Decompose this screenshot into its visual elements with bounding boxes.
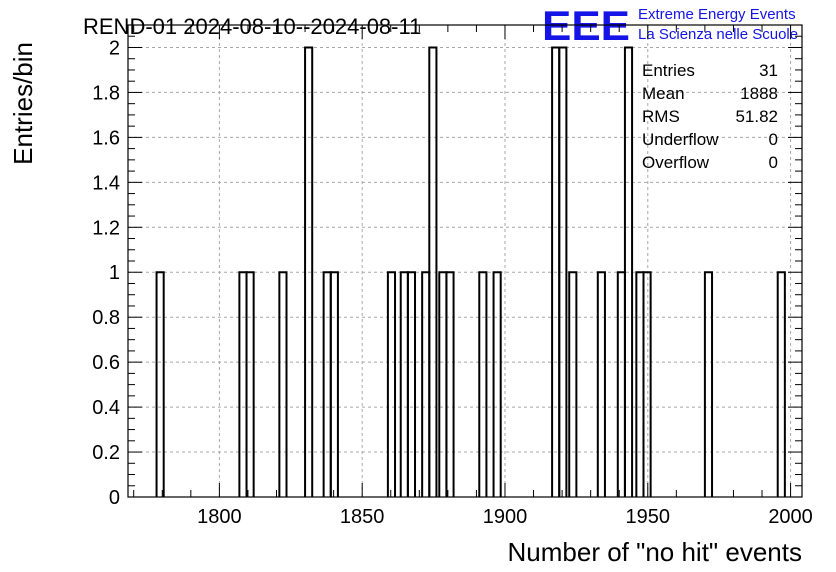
stat-value-underflow: 0: [769, 130, 778, 149]
stat-row-entries: Entries 31: [642, 61, 778, 80]
histogram-bar: [386, 271, 397, 497]
stat-row-underflow: Underflow 0: [642, 130, 778, 149]
histogram-bar: [703, 271, 714, 497]
logo-line-2: La Scienza nelle Scuole: [638, 26, 798, 43]
stat-value-rms: 51.82: [735, 107, 778, 126]
stat-label-mean: Mean: [642, 84, 685, 103]
histogram-bar: [616, 271, 626, 497]
y-tick-label: 0.8: [92, 307, 120, 329]
plot-border: [127, 24, 803, 498]
stat-label-overflow: Overflow: [642, 153, 710, 172]
plot-frame: [127, 24, 803, 498]
histogram-bar: [238, 271, 248, 497]
x-tick-label: 1800: [197, 506, 242, 528]
histogram-bar: [421, 271, 431, 497]
histogram-bar: [329, 271, 339, 497]
histogram-bar: [558, 46, 568, 497]
histogram-bar: [278, 271, 288, 497]
x-axis-title: Number of "no hit" events: [508, 537, 803, 567]
stat-value-mean: 1888: [740, 84, 778, 103]
histogram-bar: [478, 271, 488, 497]
histogram-bar: [438, 271, 448, 497]
y-tick-label: 2: [109, 37, 120, 59]
stats-box: Entries 31 Mean 1888 RMS 51.82 Underflow…: [642, 61, 778, 172]
stat-row-overflow: Overflow 0: [642, 153, 778, 172]
y-tick-label: 0: [109, 487, 120, 509]
histogram-bar: [492, 271, 502, 497]
histogram-bar: [322, 271, 332, 497]
histogram-bar: [155, 271, 165, 497]
grid: [128, 25, 802, 497]
y-tick-label: 0.4: [92, 397, 120, 419]
x-tick-labels: 1800 1850 1900 1950 2000: [197, 506, 813, 528]
histogram-bar: [642, 271, 652, 497]
stat-value-overflow: 0: [769, 153, 778, 172]
x-tick-label: 1850: [340, 506, 385, 528]
y-tick-label: 1.4: [92, 172, 120, 194]
stat-label-rms: RMS: [642, 107, 680, 126]
y-tick-label: 1.6: [92, 127, 120, 149]
y-tick-label: 1.2: [92, 217, 120, 239]
y-tick-labels: 0 0.2 0.4 0.6 0.8 1 1.2 1.4 1.6 1.8 2: [92, 37, 120, 509]
histogram-bar: [635, 271, 645, 497]
histogram-bar: [406, 271, 417, 497]
x-tick-label: 1900: [483, 506, 528, 528]
logo-line-1: Extreme Energy Events: [638, 6, 796, 23]
stat-label-underflow: Underflow: [642, 130, 719, 149]
axis-ticks: [128, 24, 802, 498]
histogram-bar: [623, 46, 634, 497]
y-tick-label: 0.6: [92, 352, 120, 374]
histogram-bar: [776, 271, 786, 497]
x-tick-label: 2000: [768, 506, 813, 528]
histogram-bar: [428, 46, 438, 497]
histogram-bars: [155, 46, 786, 497]
x-tick-label: 1950: [626, 506, 671, 528]
histogram-bar: [399, 271, 409, 497]
histogram-bar: [304, 46, 314, 497]
y-tick-label: 0.2: [92, 442, 120, 464]
stat-label-entries: Entries: [642, 61, 695, 80]
stat-value-entries: 31: [759, 61, 778, 80]
histogram-bar: [596, 271, 606, 497]
stat-row-rms: RMS 51.82: [642, 107, 778, 126]
histogram-bar: [245, 271, 255, 497]
histogram-bar: [445, 271, 455, 497]
y-tick-label: 1.8: [92, 82, 120, 104]
y-axis-title: Entries/bin: [8, 42, 38, 165]
y-tick-label: 1: [109, 262, 120, 284]
chart-title: REND-01 2024-08-10--2024-08-11: [83, 14, 421, 39]
histogram-bar: [568, 271, 578, 497]
stat-row-mean: Mean 1888: [642, 84, 778, 103]
